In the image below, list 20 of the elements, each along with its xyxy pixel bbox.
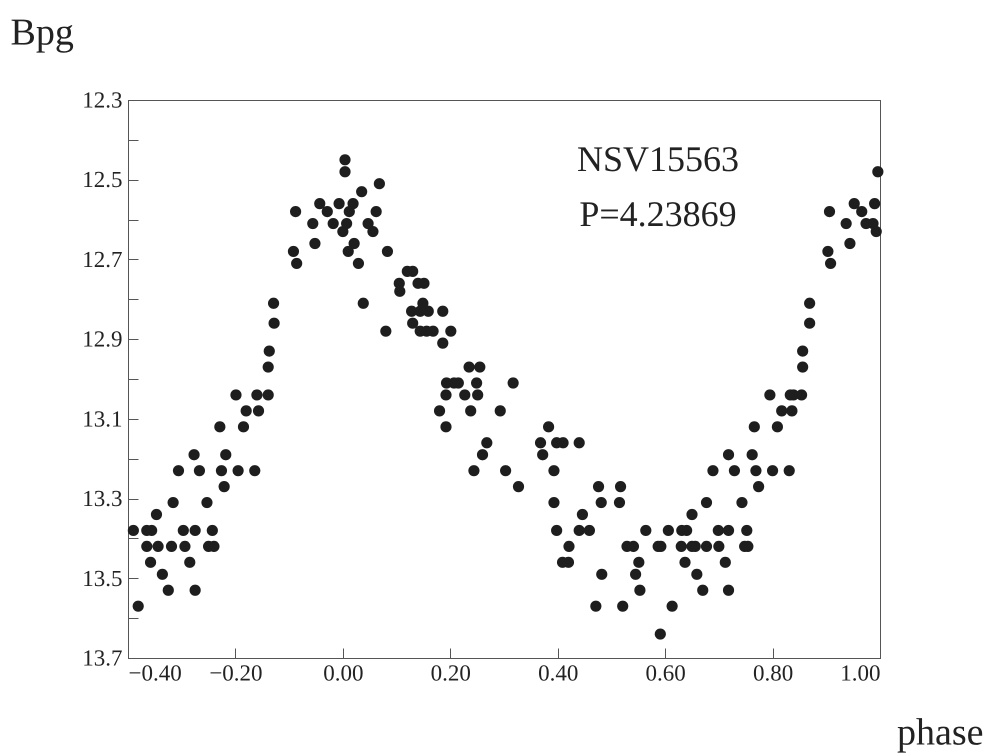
y-axis-title: Bpg [10, 12, 74, 54]
annotation: NSV15563 [576, 139, 740, 179]
x-tick-label: 1.00 [840, 660, 880, 686]
y-tick-label: 12.7 [82, 246, 122, 272]
x-tick-label: 0.60 [646, 660, 686, 686]
y-tick-label: 12.5 [82, 167, 122, 192]
y-tick-label: 12.9 [82, 326, 122, 352]
x-tick-label: 0.40 [538, 660, 578, 686]
x-tick-label: −0.40 [128, 660, 182, 686]
y-tick-label: 13.3 [82, 486, 122, 512]
x-tick-label: 0.00 [323, 660, 364, 686]
x-tick-label: 0.80 [752, 660, 794, 686]
x-tick-label: 0.20 [430, 660, 471, 686]
x-tick-label: −0.20 [209, 660, 263, 686]
y-tick-label: 13.7 [82, 646, 122, 670]
y-tick-label: 13.1 [82, 406, 122, 432]
y-tick-label: 13.5 [82, 566, 122, 591]
x-axis-title: phase [896, 712, 984, 754]
annotation: P=4.23869 [579, 194, 737, 234]
y-tick-label: 12.3 [82, 88, 122, 112]
